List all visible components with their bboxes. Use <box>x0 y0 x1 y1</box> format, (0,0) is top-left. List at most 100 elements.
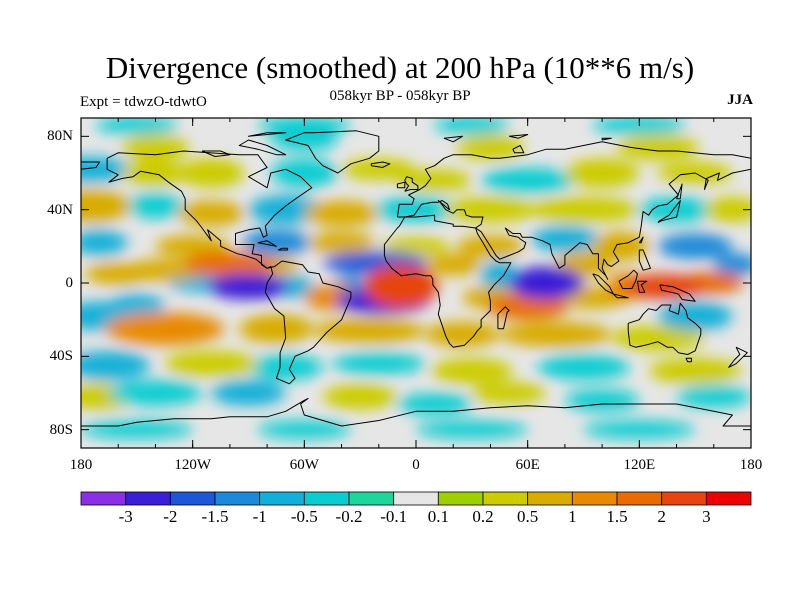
coastline <box>659 284 696 302</box>
coastline <box>81 398 751 427</box>
field-region <box>564 389 640 412</box>
field-region <box>536 354 631 381</box>
field-region <box>81 350 150 381</box>
y-tick-label: 80S <box>49 421 73 438</box>
field-region <box>657 301 733 331</box>
coastline <box>618 269 638 289</box>
field-region <box>81 156 132 183</box>
coastline <box>81 161 101 170</box>
coastline <box>370 161 391 168</box>
colorbar-swatch <box>616 491 663 506</box>
coastline <box>238 139 287 156</box>
colorbar-tick-label: 3 <box>702 507 711 526</box>
field-region <box>81 420 193 439</box>
field-region <box>639 196 714 223</box>
coastline <box>397 168 751 280</box>
colorbar-tick-label: -1 <box>252 507 267 526</box>
y-tick-label: 40N <box>47 201 73 218</box>
coastline <box>638 236 644 244</box>
colorbar-tick-label: -2 <box>163 507 178 526</box>
field-region <box>308 231 376 254</box>
coastline <box>685 357 692 363</box>
field-region <box>416 420 528 439</box>
field-region <box>211 380 286 406</box>
colorbar-tick-label: 0.2 <box>472 507 494 526</box>
field-region <box>622 273 705 300</box>
field-region <box>177 200 245 227</box>
field-region <box>270 158 338 188</box>
colorbar-tick-label: 1 <box>568 507 577 526</box>
field-region <box>164 350 258 377</box>
coastline <box>383 214 512 348</box>
colorbar-tick-label: -0.2 <box>335 507 363 526</box>
field-region <box>363 264 439 309</box>
field-region <box>105 312 225 346</box>
x-tick-label: 120E <box>623 457 656 473</box>
field-region <box>430 358 513 384</box>
field-region <box>108 380 202 406</box>
coastlines <box>81 130 751 427</box>
colorbar-swatch <box>214 491 261 506</box>
colorbar-swatch <box>348 491 395 506</box>
field-region <box>248 195 323 225</box>
colorbar-swatch <box>169 491 216 506</box>
x-tick-label: 60E <box>515 457 540 473</box>
axis-ticks <box>80 118 752 448</box>
field-region <box>121 160 189 186</box>
field-region <box>304 200 379 227</box>
coastline <box>248 132 287 137</box>
colorbar-swatch <box>437 491 484 506</box>
map-plot-area <box>81 118 751 448</box>
field-region <box>531 226 599 252</box>
field-region <box>375 196 457 223</box>
field-region <box>425 253 482 276</box>
field-region <box>397 393 472 415</box>
coastline <box>676 183 683 200</box>
colorbar-tick-label: 0.1 <box>427 507 449 526</box>
field-region <box>127 193 184 219</box>
field-region <box>648 358 742 384</box>
field-region <box>95 118 178 135</box>
field-region <box>382 237 450 256</box>
field-region <box>270 129 338 151</box>
coastline <box>277 247 289 251</box>
season-label: JJA <box>727 92 753 108</box>
y-tick-label: 0 <box>65 275 74 291</box>
colorbar-swatch <box>661 491 707 506</box>
field-region <box>177 158 245 188</box>
field-region <box>322 383 398 410</box>
coastline <box>285 130 380 174</box>
coastline <box>106 150 352 385</box>
coastline <box>508 134 529 139</box>
coastline <box>627 302 702 355</box>
field-region <box>257 420 351 439</box>
coastline <box>443 135 463 143</box>
field-region <box>527 196 640 223</box>
colorbar-swatch <box>125 491 171 506</box>
field-region <box>657 233 733 260</box>
coastline <box>637 280 648 293</box>
field-region <box>81 189 132 223</box>
field-region <box>313 317 426 344</box>
coastline <box>396 141 751 218</box>
field-region <box>564 158 640 188</box>
field-region <box>592 118 686 135</box>
colorbar-tick-label: 0.5 <box>517 507 539 526</box>
colorbar-swatch <box>571 491 618 506</box>
coastline <box>657 200 681 223</box>
coastline <box>638 249 651 271</box>
chart-subtitle: 058kyr BP - 058kyr BP <box>329 88 471 104</box>
chart-title: Divergence (smoothed) at 200 hPa (10**6 … <box>105 50 695 85</box>
field-region <box>425 321 500 348</box>
field-region <box>434 118 510 135</box>
colorbar-swatch <box>527 491 573 506</box>
colorbar-tick-label: -3 <box>118 507 133 526</box>
colorbar-swatch <box>393 491 439 506</box>
field-region <box>81 229 128 256</box>
x-tick-label: 60W <box>289 457 319 473</box>
coastline <box>612 293 629 299</box>
coastline <box>728 346 748 368</box>
field-region <box>499 321 612 348</box>
field-region <box>276 275 314 298</box>
